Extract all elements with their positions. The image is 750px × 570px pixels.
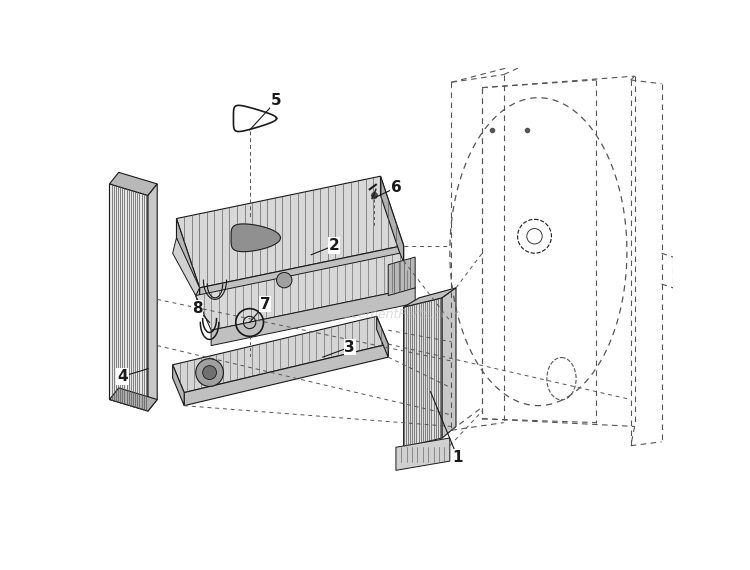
- Polygon shape: [380, 176, 404, 264]
- Polygon shape: [388, 257, 416, 296]
- Polygon shape: [176, 218, 200, 307]
- Polygon shape: [176, 176, 404, 288]
- Circle shape: [202, 365, 217, 380]
- Circle shape: [196, 359, 223, 386]
- Polygon shape: [396, 438, 450, 470]
- Polygon shape: [172, 365, 184, 406]
- Polygon shape: [231, 224, 280, 252]
- Polygon shape: [184, 344, 388, 406]
- Polygon shape: [110, 184, 148, 411]
- Polygon shape: [442, 288, 456, 438]
- Text: 3: 3: [344, 340, 355, 355]
- Text: eReplacementParts.com: eReplacementParts.com: [308, 308, 460, 321]
- Text: 8: 8: [192, 301, 202, 316]
- Polygon shape: [404, 288, 456, 307]
- Polygon shape: [200, 246, 404, 307]
- Polygon shape: [110, 172, 158, 196]
- Polygon shape: [376, 316, 388, 357]
- Text: 4: 4: [117, 369, 128, 384]
- Text: 7: 7: [260, 296, 270, 312]
- Text: 6: 6: [391, 180, 401, 196]
- Polygon shape: [172, 316, 388, 393]
- Polygon shape: [196, 253, 416, 330]
- Text: 2: 2: [329, 238, 340, 253]
- Polygon shape: [211, 288, 416, 345]
- Polygon shape: [110, 388, 158, 411]
- Text: 5: 5: [272, 93, 282, 108]
- Polygon shape: [148, 184, 158, 411]
- Polygon shape: [172, 238, 200, 296]
- Polygon shape: [404, 298, 442, 447]
- Circle shape: [277, 272, 292, 288]
- Text: 1: 1: [452, 450, 463, 465]
